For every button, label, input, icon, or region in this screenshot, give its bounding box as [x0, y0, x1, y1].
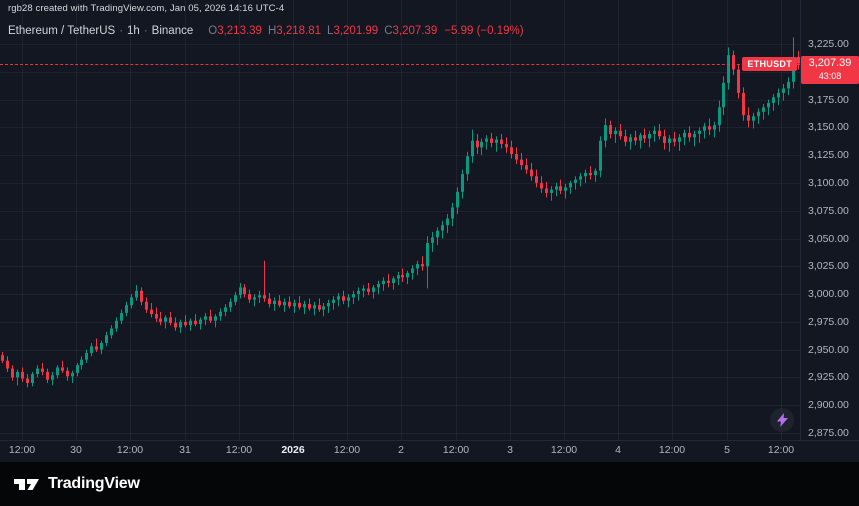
footer-bar: TradingView [0, 462, 859, 506]
price-axis-label: 2,925.00 [808, 371, 849, 384]
price-axis-label: 3,050.00 [808, 232, 849, 245]
time-axis-label: 2026 [281, 444, 305, 456]
price-axis-label: 2,900.00 [808, 399, 849, 412]
time-axis-label: 12:00 [333, 444, 361, 456]
attribution-text: rgb28 created with TradingView.com, Jan … [8, 3, 285, 14]
open-value: 3,213.39 [217, 25, 262, 37]
price-axis-label: 3,125.00 [808, 149, 849, 162]
price-axis-label: 3,150.00 [808, 121, 849, 134]
legend-separator: · [119, 25, 124, 37]
price-change: −5.99 (−0.19%) [444, 25, 524, 37]
price-axis-label: 3,175.00 [808, 93, 849, 106]
candlestick-chart[interactable] [0, 0, 800, 440]
ohlc-values: O3,213.39 H3,218.81 L3,201.99 C3,207.39 [202, 25, 437, 37]
tradingview-logo-text: TradingView [48, 475, 140, 492]
current-price-tag: 3,207.39 43:08 [801, 56, 859, 84]
tradingview-logo-mark [14, 478, 39, 490]
price-axis-label: 2,975.00 [808, 315, 849, 328]
price-axis-label: 3,225.00 [808, 38, 849, 50]
low-label: L [327, 25, 334, 37]
price-axis-label: 3,100.00 [808, 176, 849, 189]
high-value: 3,218.81 [276, 25, 322, 37]
time-axis-label: 31 [179, 444, 191, 456]
lightning-icon [776, 413, 788, 427]
price-axis-label: 2,875.00 [808, 426, 849, 439]
symbol-title[interactable]: Ethereum / TetherUS [8, 25, 116, 37]
time-axis-label: 2 [398, 444, 404, 456]
time-axis-label: 12:00 [767, 444, 795, 456]
time-axis-label: 12:00 [658, 444, 686, 456]
current-price-value: 3,207.39 [808, 57, 852, 69]
price-axis-label: 3,025.00 [808, 260, 849, 273]
low-value: 3,201.99 [333, 25, 379, 37]
time-axis[interactable]: 12:00 30 12:00 31 12:00 2026 12:00 2 12:00 3 12:00… [0, 441, 800, 462]
lightning-button[interactable] [770, 408, 794, 432]
bar-countdown: 43:08 [818, 71, 842, 81]
time-axis-label: 30 [70, 444, 82, 456]
time-axis-label: 12:00 [8, 444, 36, 456]
price-axis-label: 3,000.00 [808, 288, 849, 301]
close-value: 3,207.39 [392, 25, 438, 37]
high-label: H [267, 25, 277, 37]
exchange-label: Binance [151, 25, 194, 37]
tradingview-logo[interactable]: TradingView [13, 474, 140, 495]
price-axis-label: 2,950.00 [808, 343, 849, 356]
chart-plot-area[interactable]: ETHUSDT [0, 0, 800, 440]
time-axis-label: 12:00 [442, 444, 470, 456]
interval-label[interactable]: 1h [127, 25, 140, 37]
time-axis-label: 12:00 [225, 444, 253, 456]
current-price-line [0, 64, 800, 65]
symbol-legend[interactable]: Ethereum / TetherUS · 1h · Binance O3,213.39 H… [8, 25, 524, 37]
axis-separator-line [0, 440, 859, 441]
legend-separator: · [143, 25, 148, 37]
close-label: C [384, 25, 393, 37]
time-axis-label: 12:00 [550, 444, 578, 456]
time-axis-label: 5 [724, 444, 730, 456]
time-axis-label: 3 [507, 444, 513, 456]
open-label: O [208, 25, 218, 37]
time-axis-label: 12:00 [116, 444, 144, 456]
time-axis-label: 4 [615, 444, 621, 456]
symbol-price-badge: ETHUSDT [742, 57, 797, 71]
price-axis-label: 3,075.00 [808, 204, 849, 217]
price-axis[interactable]: 3,225.003,200.003,175.003,150.003,125.00… [800, 0, 859, 440]
